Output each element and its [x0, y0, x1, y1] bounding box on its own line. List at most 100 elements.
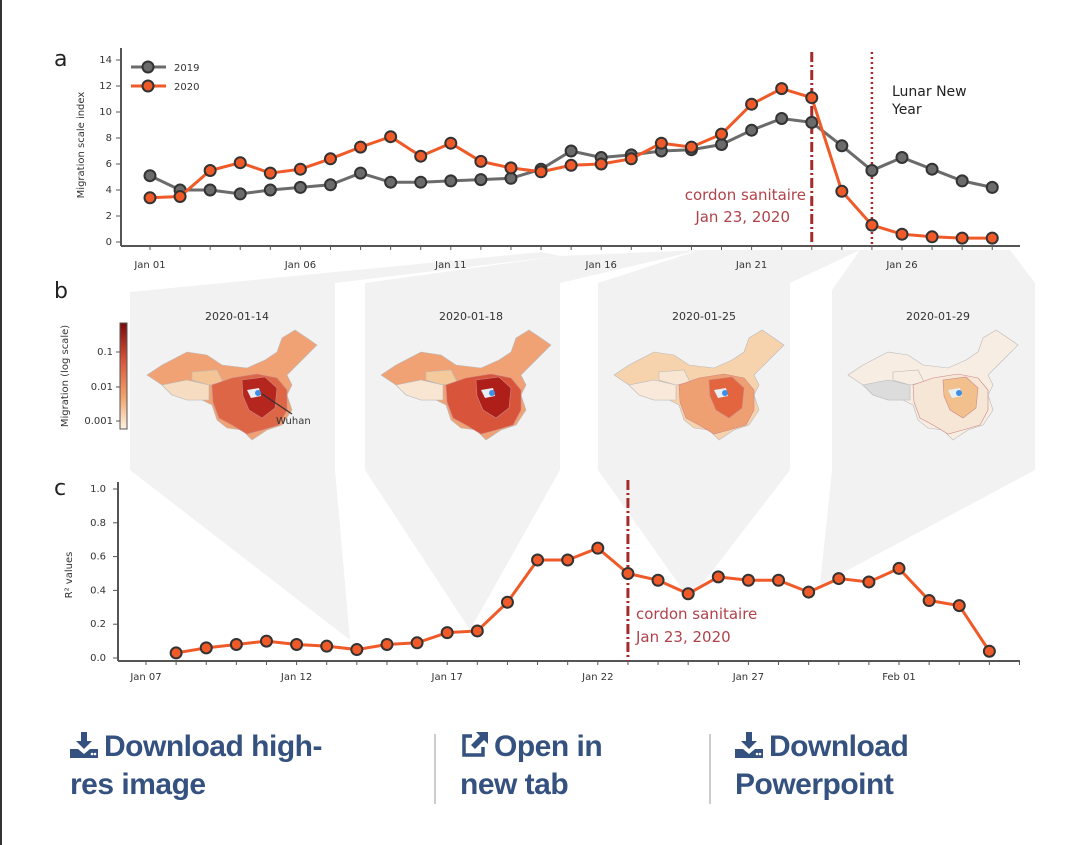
r2-data-point — [651, 573, 665, 587]
colorbar-tick-label: 0.01 — [91, 382, 113, 393]
y-tick-label: 0.4 — [90, 585, 106, 596]
panel-background — [365, 250, 700, 630]
download-hires-line1: Download high- — [104, 730, 322, 763]
legend-marker — [141, 60, 155, 74]
data-point-2020 — [444, 136, 458, 150]
data-point-2019 — [715, 138, 729, 151]
wuhan-marker — [255, 390, 261, 396]
map-title: 2020-01-25 — [672, 310, 736, 323]
colorbar-label: Migration (log scale) — [60, 325, 71, 427]
lunar-new-year-annotation: Lunar New — [892, 84, 967, 100]
r2-data-point — [500, 595, 514, 609]
data-point-2020 — [925, 230, 939, 244]
data-point-2020 — [143, 191, 157, 205]
map-title: 2020-01-14 — [205, 310, 269, 323]
r2-data-point — [621, 567, 635, 580]
download-hires-button[interactable]: Download high- res image — [70, 728, 322, 804]
x-tick-label: Jan 07 — [129, 672, 161, 683]
r2-data-point — [440, 626, 454, 640]
data-point-2020 — [354, 140, 368, 154]
x-tick-label: Jan 27 — [732, 672, 764, 683]
y-tick-label: 10 — [99, 107, 112, 118]
y-tick-label: 4 — [106, 185, 112, 196]
china-map — [847, 329, 1019, 441]
panel-label-c: c — [54, 476, 66, 501]
r2-data-point — [922, 594, 936, 608]
panel-label-b: b — [54, 279, 68, 304]
data-point-2020 — [233, 156, 247, 170]
figure: a b c 0 2 4 6 8 10 12 14 Jan 01 Jan 06 Jan 11 Jan 1… — [54, 47, 1035, 683]
y-tick-label: 0.6 — [90, 552, 106, 563]
chart-a: 0 2 4 6 8 10 12 14 Jan 01 Jan 06 Jan 11 Jan 16 Jan 2… — [76, 48, 1020, 271]
map-region-west — [395, 379, 444, 401]
data-point-2019 — [354, 166, 368, 180]
x-tick-label: Jan 11 — [434, 260, 466, 271]
r2-data-point — [531, 553, 545, 567]
data-point-2019 — [263, 183, 277, 197]
y-axis-label: R² values — [64, 552, 75, 599]
y-tick-label: 1.0 — [90, 484, 106, 495]
map-title: 2020-01-18 — [439, 310, 503, 323]
download-powerpoint-line1: Download — [769, 730, 909, 763]
data-point-2020 — [835, 184, 849, 198]
map-region-west — [628, 379, 677, 401]
map-region-hubei — [708, 376, 745, 419]
download-hires-line2: res image — [70, 768, 206, 801]
data-point-2020 — [865, 218, 879, 232]
r2-data-point — [169, 646, 183, 660]
r2-data-point — [229, 637, 243, 651]
r2-data-point — [561, 553, 575, 567]
data-point-2019 — [384, 175, 398, 189]
data-point-2019 — [323, 178, 337, 192]
y-tick-label: 0.2 — [90, 619, 106, 630]
open-new-tab-button[interactable]: Open in new tab — [460, 728, 603, 804]
data-point-2019 — [504, 171, 518, 185]
r2-data-point — [290, 637, 304, 651]
r2-data-point — [320, 639, 334, 653]
download-powerpoint-button[interactable]: Download Powerpoint — [735, 728, 909, 804]
divider — [709, 734, 711, 804]
data-point-2019 — [233, 187, 247, 201]
y-tick-label: 14 — [99, 55, 112, 66]
y-tick-label: 6 — [106, 159, 112, 170]
x-tick-label: Feb 01 — [882, 672, 916, 683]
lunar-new-year-annotation: Year — [891, 102, 922, 118]
frame-border — [0, 0, 2, 845]
data-point-2019 — [865, 164, 879, 177]
map-region-west — [862, 379, 911, 401]
data-point-2020 — [955, 231, 969, 245]
x-tick-label: Jan 16 — [585, 260, 617, 271]
data-point-2020 — [985, 231, 999, 245]
x-tick-label: Jan 12 — [280, 672, 312, 683]
data-point-2019 — [805, 115, 819, 129]
r2-data-point — [862, 575, 876, 589]
r2-data-point — [380, 637, 394, 651]
data-point-2019 — [955, 174, 969, 188]
x-tick-label: Jan 06 — [284, 260, 316, 271]
data-point-2020 — [474, 154, 488, 168]
data-point-2020 — [564, 158, 578, 172]
data-point-2019 — [895, 151, 909, 164]
data-point-2019 — [474, 173, 488, 187]
data-point-2019 — [835, 139, 849, 153]
data-point-2020 — [805, 91, 819, 105]
data-point-2020 — [293, 162, 307, 176]
data-point-2020 — [684, 140, 698, 154]
cordon-annotation: cordon sanitaire — [685, 186, 806, 204]
data-point-2020 — [414, 149, 428, 163]
external-link-icon — [462, 732, 488, 757]
colorbar-tick-label: 0.1 — [97, 347, 113, 358]
data-point-2020 — [263, 166, 277, 180]
y-tick-label: 12 — [99, 81, 112, 92]
r2-data-point — [259, 634, 273, 648]
x-tick-label: Jan 01 — [133, 260, 165, 271]
r2-data-point — [199, 641, 213, 655]
data-point-2020 — [745, 97, 759, 111]
open-new-tab-line1: Open in — [494, 730, 603, 763]
data-point-2019 — [985, 180, 999, 194]
download-powerpoint-line2: Powerpoint — [735, 768, 894, 801]
colorbar-tick-label: 0.001 — [84, 416, 113, 427]
map-region-hubei — [942, 376, 979, 419]
wuhan-pointer — [261, 393, 293, 415]
wuhan-marker — [489, 390, 495, 396]
